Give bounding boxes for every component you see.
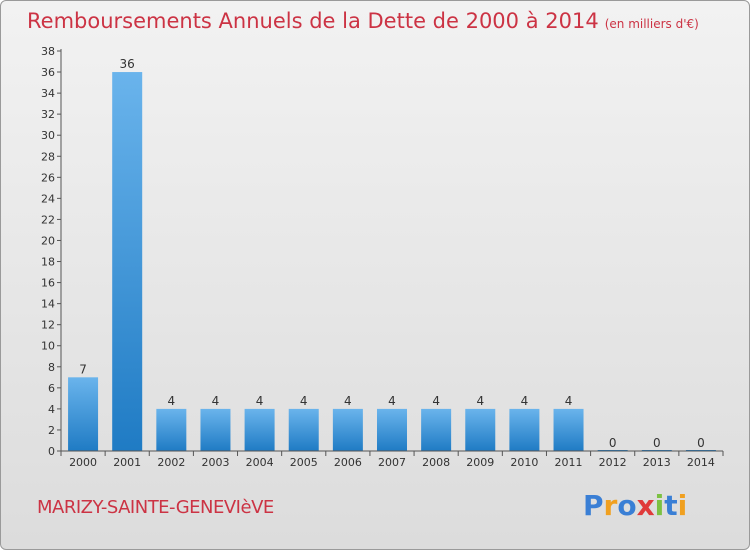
data-label-2000: 7 xyxy=(79,362,87,376)
bar-2009 xyxy=(465,408,496,451)
y-tick-label: 30 xyxy=(41,129,55,142)
bar-2006 xyxy=(332,408,363,451)
commune-name: MARIZY-SAINTE-GENEVIèVE xyxy=(37,497,274,518)
y-tick-label: 24 xyxy=(41,192,55,205)
logo-letter: x xyxy=(636,489,655,522)
logo-letter: P xyxy=(583,489,604,522)
bar-2007 xyxy=(377,408,407,451)
y-tick-label: 12 xyxy=(41,319,55,332)
x-tick-label: 2009 xyxy=(466,456,494,469)
bar-2008 xyxy=(421,408,452,451)
y-tick-label: 8 xyxy=(48,361,55,374)
x-tick-label: 2004 xyxy=(246,456,274,469)
y-tick-label: 16 xyxy=(41,277,55,290)
bar-2010 xyxy=(509,408,540,451)
y-tick-label: 2 xyxy=(48,424,55,437)
x-tick-label: 2013 xyxy=(643,456,671,469)
y-tick-label: 18 xyxy=(41,256,55,269)
bars: 7 36 4 4 4 4 4 4 4 4 4 4 0 0 0 xyxy=(68,57,716,451)
bar-2011 xyxy=(553,408,584,451)
y-tick-label: 6 xyxy=(48,382,55,395)
data-label-2003: 4 xyxy=(212,394,220,408)
x-tick-label: 2006 xyxy=(334,456,362,469)
chart-title-text: Remboursements Annuels de la Dette de 20… xyxy=(27,9,599,33)
bar-2005 xyxy=(288,408,319,451)
bar-2002 xyxy=(156,408,187,451)
data-label-2005: 4 xyxy=(300,394,308,408)
logo-letter: i xyxy=(654,489,665,522)
bar-2000 xyxy=(68,377,99,451)
y-tick-label: 4 xyxy=(48,403,55,416)
proxiti-logo: Proxiti xyxy=(583,489,687,522)
x-tick-label: 2008 xyxy=(422,456,450,469)
data-label-2011: 4 xyxy=(565,394,573,408)
bar-2004 xyxy=(244,408,275,451)
data-label-2008: 4 xyxy=(432,394,440,408)
y-tick-label: 36 xyxy=(41,66,55,79)
x-tick-label: 2005 xyxy=(290,456,318,469)
data-label-2009: 4 xyxy=(476,394,484,408)
logo-letter: o xyxy=(617,489,637,522)
bar-2003 xyxy=(200,408,231,451)
y-tick-label: 14 xyxy=(41,298,55,311)
data-label-2010: 4 xyxy=(521,394,529,408)
x-tick-label: 2000 xyxy=(69,456,97,469)
x-tick-label: 2011 xyxy=(555,456,583,469)
x-tick-label: 2010 xyxy=(510,456,538,469)
y-tick-label: 20 xyxy=(41,234,55,247)
x-tick-label: 2003 xyxy=(201,456,229,469)
data-label-2012: 0 xyxy=(609,436,617,450)
y-tick-label: 32 xyxy=(41,108,55,121)
data-label-2001: 36 xyxy=(120,57,135,71)
y-tick-label: 0 xyxy=(48,445,55,458)
data-label-2006: 4 xyxy=(344,394,352,408)
y-tick-label: 34 xyxy=(41,87,55,100)
data-label-2007: 4 xyxy=(388,394,396,408)
y-tick-label: 10 xyxy=(41,340,55,353)
data-label-2002: 4 xyxy=(168,394,176,408)
logo-letter: t xyxy=(664,489,678,522)
x-tick-label: 2014 xyxy=(687,456,715,469)
x-tick-label: 2001 xyxy=(113,456,141,469)
y-tick-label: 26 xyxy=(41,171,55,184)
y-tick-label: 28 xyxy=(41,150,55,163)
chart-title: Remboursements Annuels de la Dette de 20… xyxy=(27,9,699,33)
y-tick-label: 38 xyxy=(41,45,55,58)
data-label-2014: 0 xyxy=(697,436,705,450)
x-tick-label: 2007 xyxy=(378,456,406,469)
bar-2001 xyxy=(112,72,143,451)
data-label-2013: 0 xyxy=(653,436,661,450)
logo-letter: r xyxy=(603,489,618,522)
data-label-2004: 4 xyxy=(256,394,264,408)
x-tick-label: 2002 xyxy=(157,456,185,469)
x-tick-label: 2012 xyxy=(599,456,627,469)
logo-letter: i xyxy=(677,489,688,522)
x-axis: 2000 2001 2002 2003 2004 2005 2006 2007 2008 2009… xyxy=(60,450,724,469)
y-tick-label: 22 xyxy=(41,213,55,226)
chart-subtitle: (en milliers d'€) xyxy=(604,17,699,31)
